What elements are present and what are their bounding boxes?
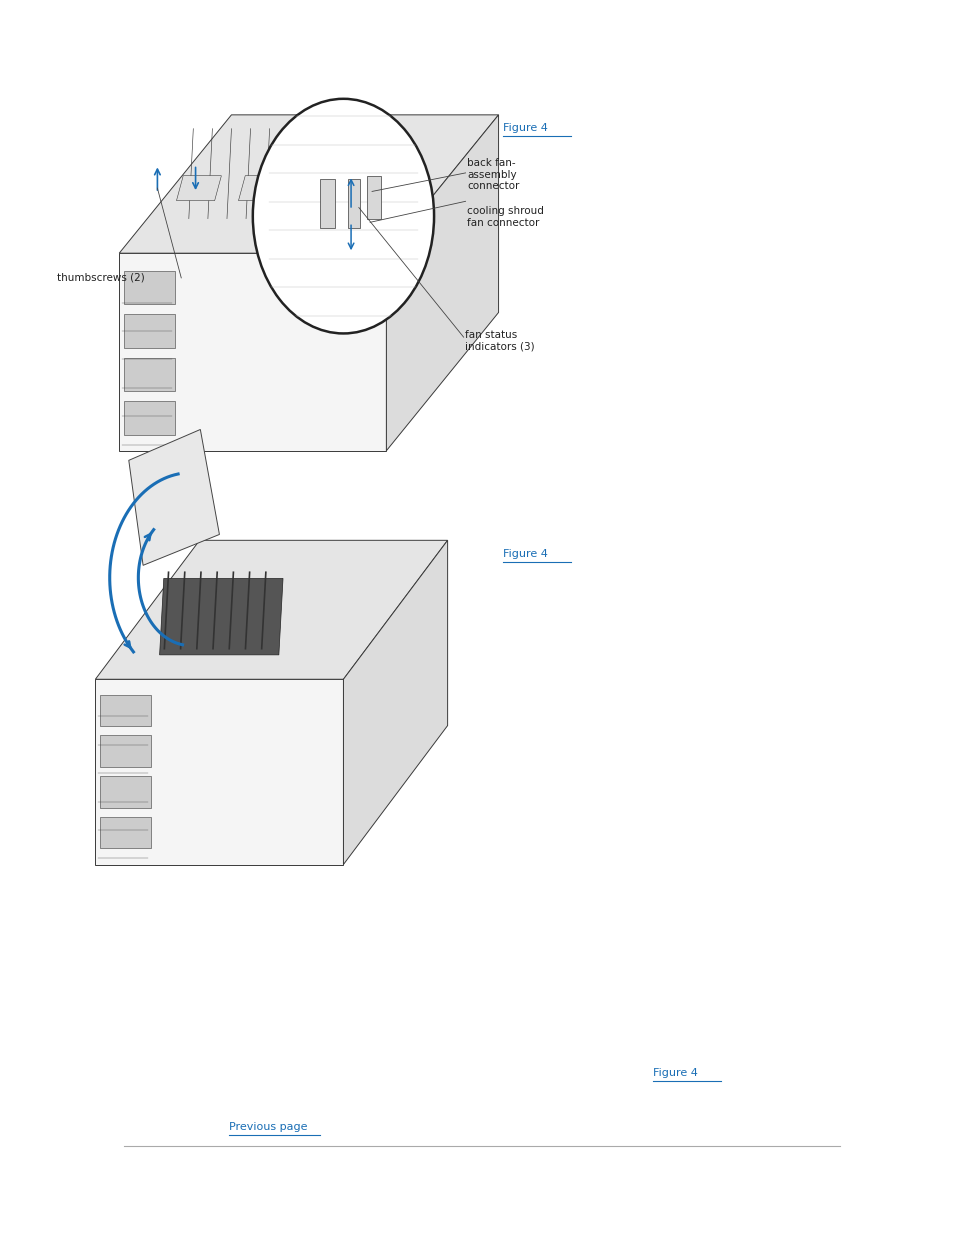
Polygon shape (176, 175, 221, 200)
Polygon shape (119, 253, 386, 451)
Text: cooling shroud
fan connector: cooling shroud fan connector (467, 206, 544, 227)
Polygon shape (100, 777, 151, 808)
Text: Figure 4: Figure 4 (652, 1068, 703, 1078)
Polygon shape (100, 818, 151, 848)
Text: back fan-
assembly
connector: back fan- assembly connector (467, 158, 519, 191)
Polygon shape (95, 541, 447, 679)
Polygon shape (124, 401, 174, 435)
Text: fan status
indicators (3): fan status indicators (3) (464, 330, 534, 352)
Polygon shape (348, 179, 359, 228)
Polygon shape (124, 358, 174, 391)
Polygon shape (238, 175, 283, 200)
Polygon shape (159, 578, 283, 655)
Text: Figure 4: Figure 4 (502, 550, 554, 559)
Text: Previous page: Previous page (229, 1123, 307, 1132)
Polygon shape (300, 175, 345, 200)
Polygon shape (124, 270, 174, 304)
Polygon shape (343, 541, 447, 864)
Polygon shape (367, 177, 380, 220)
Polygon shape (386, 115, 498, 451)
Text: thumbscrews (2): thumbscrews (2) (57, 273, 145, 283)
Text: Figure 4: Figure 4 (502, 124, 554, 133)
Polygon shape (119, 115, 498, 253)
Polygon shape (100, 694, 151, 726)
Polygon shape (129, 430, 219, 566)
Polygon shape (124, 314, 174, 348)
Polygon shape (95, 679, 343, 864)
Polygon shape (319, 179, 335, 228)
Circle shape (253, 99, 434, 333)
Polygon shape (100, 736, 151, 767)
